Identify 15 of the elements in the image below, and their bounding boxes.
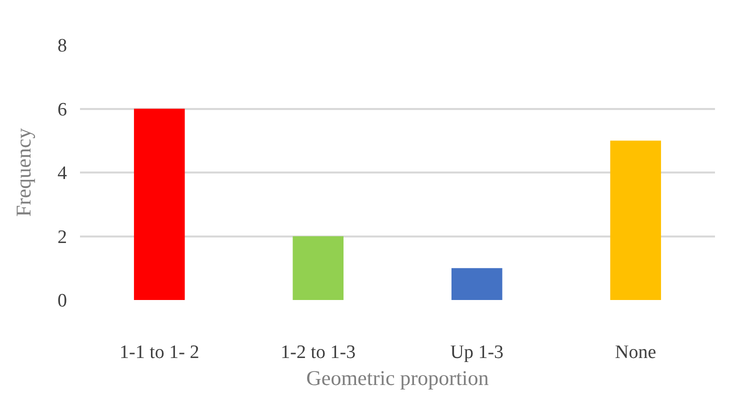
x-tick-label: Up 1-3 (450, 342, 504, 363)
y-tick-label: 6 (58, 99, 67, 120)
x-tick-label: 1-2 to 1-3 (280, 342, 356, 363)
x-tick-label: 1-1 to 1- 2 (120, 342, 200, 363)
y-tick-label: 4 (58, 163, 68, 184)
y-axis-title: Frequency (12, 128, 36, 217)
x-tick-label: None (615, 342, 656, 363)
y-tick-label: 8 (58, 36, 67, 57)
y-tick-label: 2 (58, 226, 67, 248)
y-tick-label: 0 (58, 290, 67, 312)
bar (292, 236, 344, 300)
x-axis-title: Geometric proportion (306, 366, 490, 390)
bar (610, 140, 662, 300)
bar (134, 108, 185, 300)
bar (451, 268, 502, 300)
